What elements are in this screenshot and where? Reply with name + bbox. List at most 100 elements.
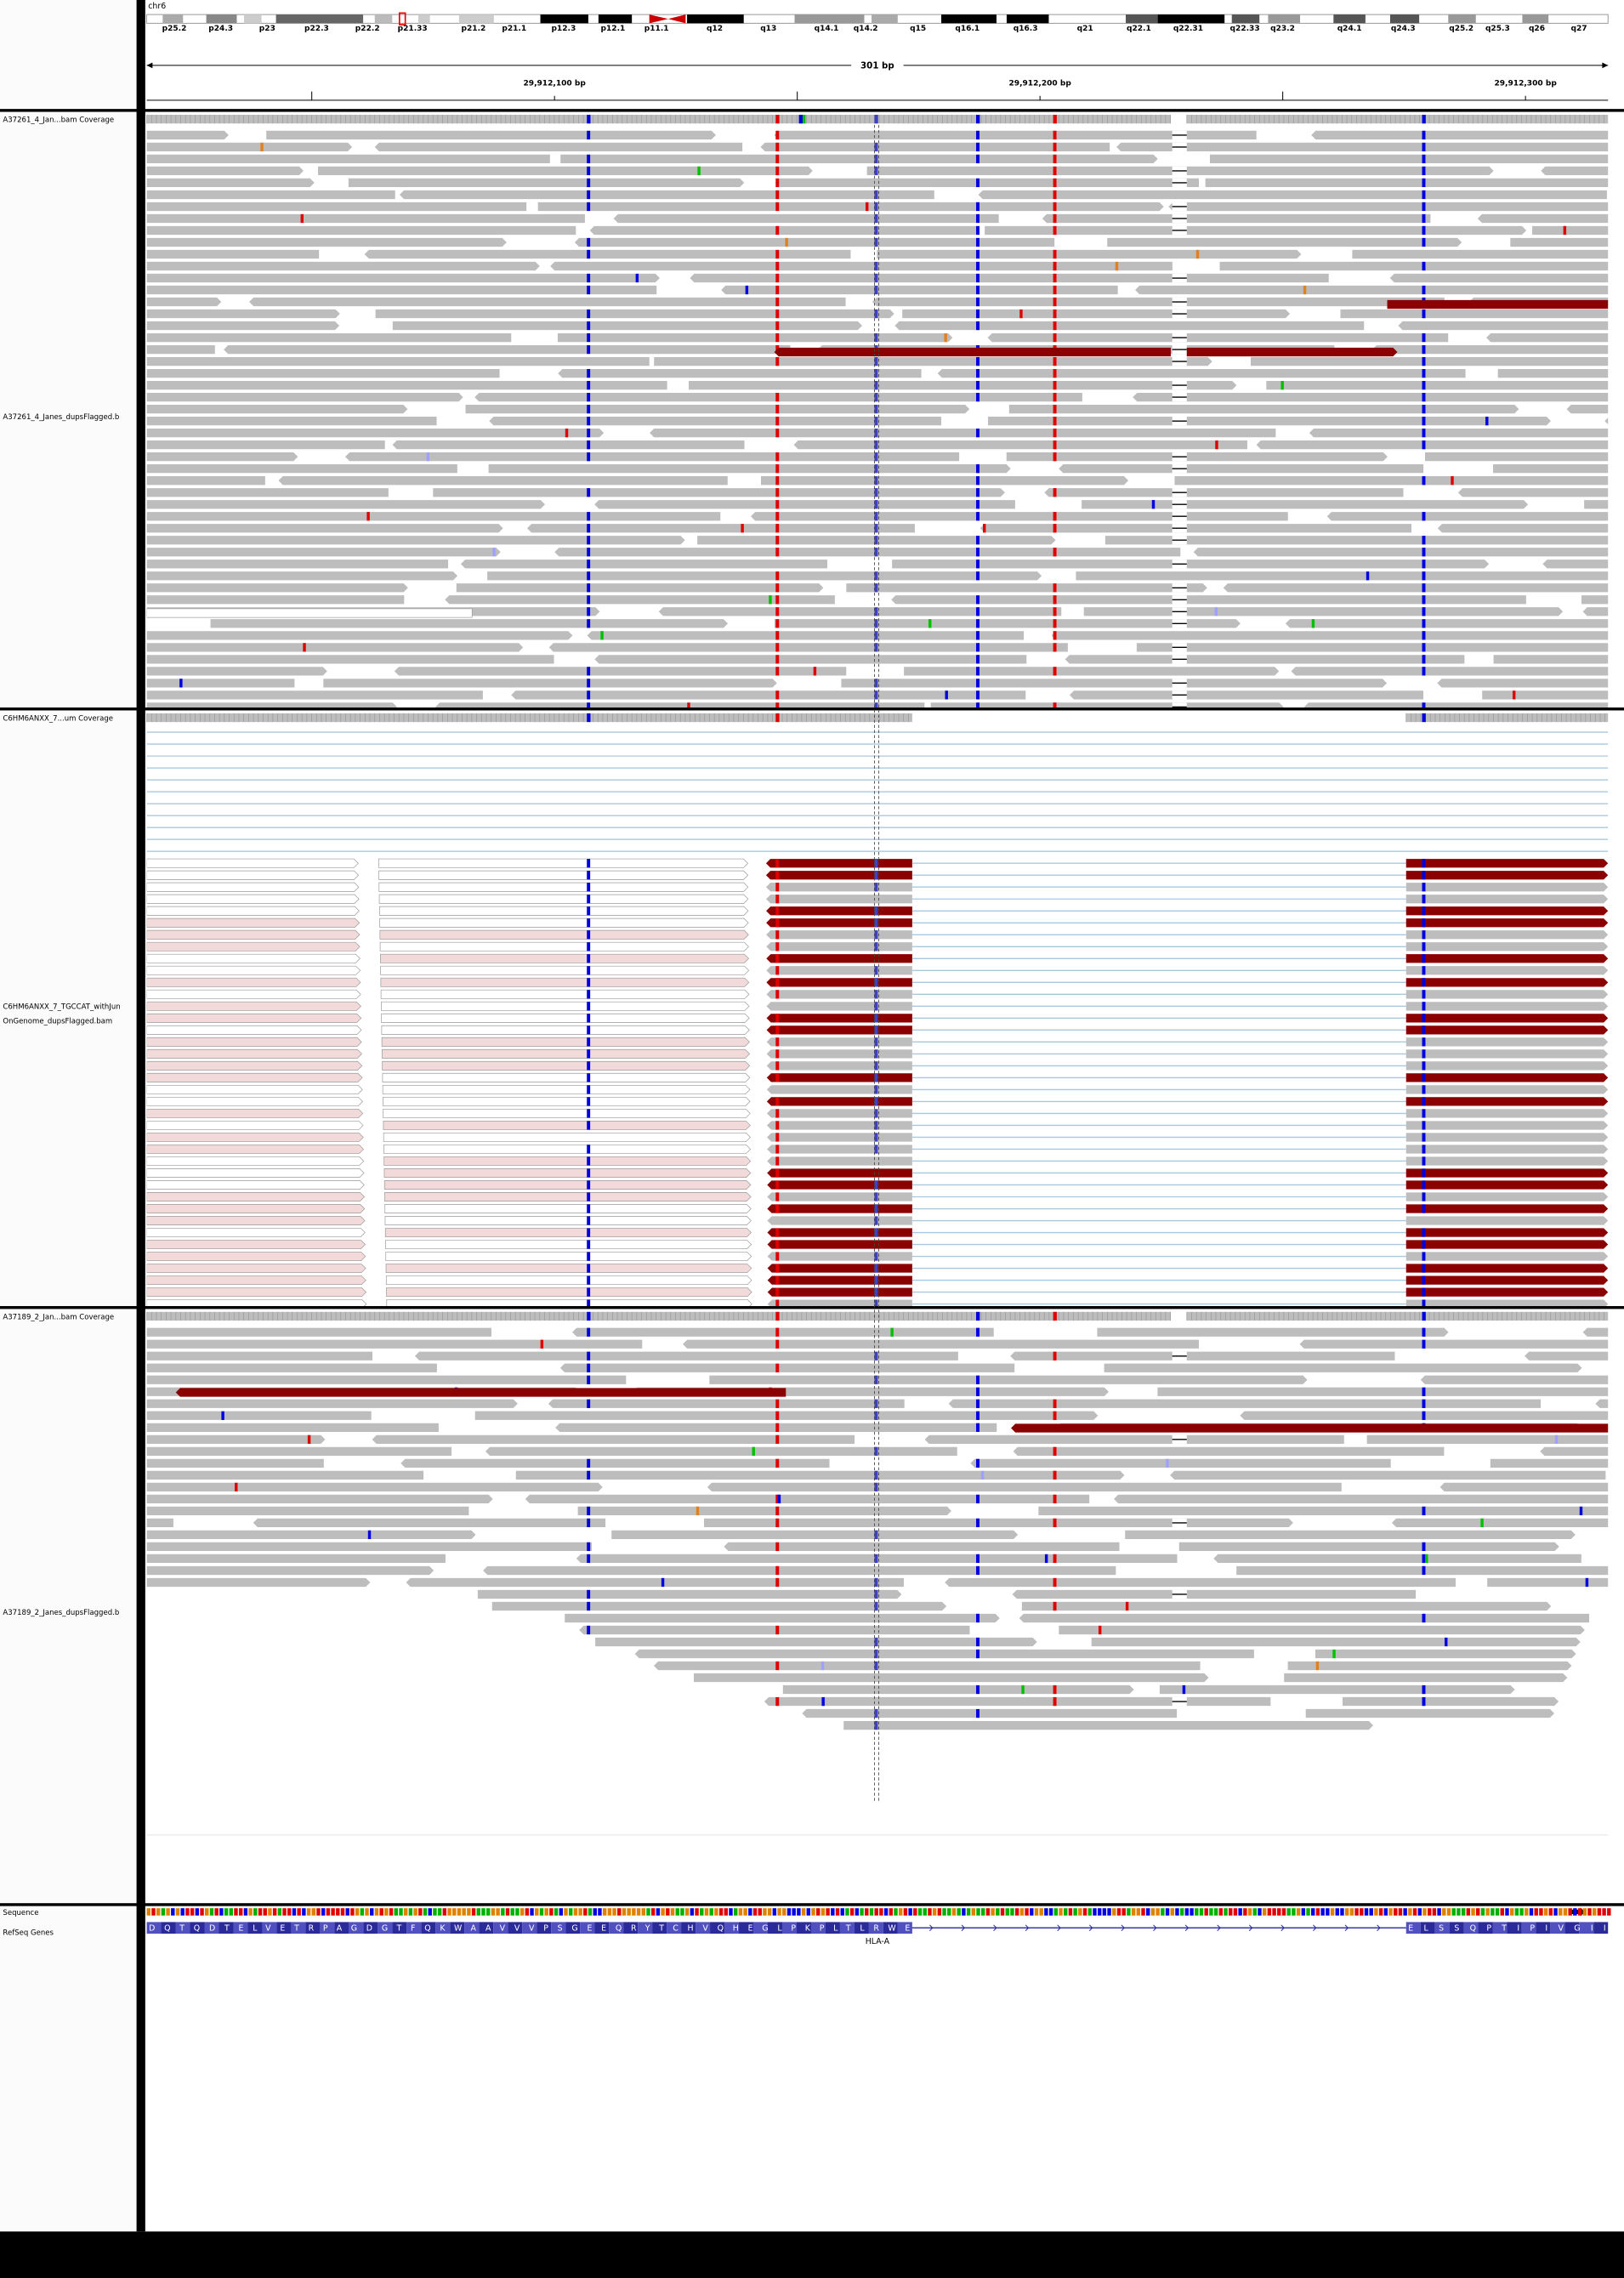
base [224, 1908, 229, 1916]
read [146, 1518, 173, 1528]
mismatch [300, 213, 304, 224]
mismatch [1422, 643, 1426, 652]
sequence-label[interactable]: Sequence [3, 1909, 38, 1917]
base [777, 1908, 781, 1916]
mismatch [874, 1049, 878, 1059]
mismatch [775, 1458, 780, 1468]
read [594, 500, 1015, 509]
read [1405, 942, 1609, 952]
codon [464, 1922, 480, 1934]
amino-acids: DQTQDTELVETRPAGDGTFQKWAAVVVPSGEEQRYTCHVQ… [149, 1924, 910, 1934]
base [889, 1908, 894, 1916]
base [1582, 1908, 1587, 1916]
genes-label[interactable]: RefSeq Genes [3, 1929, 54, 1938]
mismatch [775, 1275, 780, 1285]
mismatch [1422, 883, 1426, 892]
mismatch [587, 942, 591, 952]
mismatch [976, 249, 980, 259]
mismatch [890, 1327, 894, 1337]
mismatch [874, 1014, 878, 1023]
read [1405, 883, 1609, 892]
cytoband [1268, 14, 1301, 24]
mismatch [775, 1145, 780, 1154]
read [146, 1565, 434, 1576]
mismatch [874, 488, 878, 497]
mismatch [775, 631, 780, 640]
mismatch [587, 1601, 591, 1611]
read [146, 1506, 469, 1516]
mismatch [874, 332, 878, 343]
read [766, 1014, 912, 1023]
base [1330, 1908, 1335, 1916]
read [383, 1120, 751, 1130]
mismatch [1422, 1264, 1426, 1273]
mismatch [775, 488, 780, 497]
read [1391, 1518, 1609, 1528]
read [557, 332, 953, 343]
base [1121, 1908, 1126, 1916]
base [175, 1908, 180, 1916]
base [1360, 1908, 1364, 1916]
base [1224, 1908, 1228, 1916]
cytoband-label: q22.31 [1173, 25, 1203, 33]
read [1042, 213, 1431, 224]
read [146, 1542, 592, 1552]
coverage-bar [146, 1311, 1171, 1321]
read [843, 1720, 1374, 1730]
mismatch [1422, 1696, 1426, 1707]
coverage-mismatch [1422, 1311, 1426, 1321]
mismatch [696, 1506, 700, 1516]
mismatch [1315, 1661, 1320, 1671]
read [978, 190, 1607, 200]
read [465, 405, 970, 414]
mismatch [976, 1637, 980, 1647]
coverage-mismatch [775, 1311, 780, 1321]
mismatch [587, 1275, 591, 1285]
mismatch [775, 536, 780, 545]
read [766, 990, 912, 999]
base [263, 1908, 267, 1916]
read [146, 548, 501, 557]
read [414, 1351, 958, 1361]
mismatch [874, 190, 878, 200]
mismatch [1422, 368, 1426, 378]
codon [580, 1922, 595, 1934]
read [474, 1411, 1099, 1420]
mismatch [874, 978, 878, 987]
codon [1463, 1922, 1479, 1934]
mismatch [775, 392, 780, 402]
read [766, 1061, 912, 1071]
codon [681, 1922, 696, 1934]
mismatch [587, 1192, 591, 1201]
mismatch [874, 859, 878, 868]
read [1186, 347, 1398, 357]
base [171, 1908, 175, 1916]
codon [334, 1922, 349, 1934]
read [487, 571, 1042, 581]
mismatch [874, 1073, 878, 1082]
mismatch [1422, 392, 1426, 402]
mismatch [775, 954, 780, 963]
read [577, 1506, 951, 1516]
read [146, 894, 360, 904]
read [802, 1708, 1178, 1718]
base [1277, 1908, 1281, 1916]
read [146, 583, 408, 593]
read [378, 870, 749, 880]
read [1493, 655, 1609, 664]
base [1165, 1908, 1170, 1916]
mismatch [874, 1661, 878, 1671]
mismatch [976, 321, 980, 331]
base [971, 1908, 976, 1916]
mismatch [1422, 1339, 1426, 1349]
read [1051, 631, 1609, 640]
read [1439, 1482, 1609, 1491]
mismatch [1053, 178, 1057, 188]
base [650, 1908, 656, 1916]
coverage-mismatch [587, 114, 591, 124]
base [957, 1908, 961, 1916]
codon [1564, 1922, 1580, 1934]
mismatch [600, 631, 604, 640]
mismatch [1311, 619, 1315, 628]
read [1532, 225, 1609, 236]
